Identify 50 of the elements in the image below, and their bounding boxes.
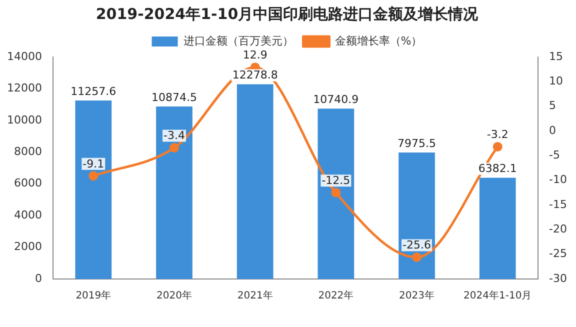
y2-tick-label: 15 — [549, 50, 564, 63]
point — [331, 188, 341, 198]
x-tick-label: 2019年 — [76, 290, 112, 302]
x-tick-label: 2023年 — [399, 290, 434, 302]
y2-tick-label: -15 — [549, 198, 567, 211]
data-label: 10740.9 — [313, 93, 359, 106]
data-label: 12.9 — [242, 48, 268, 62]
data-label: 11257.6 — [70, 84, 116, 98]
point — [170, 143, 180, 153]
y-tick-label: 0 — [34, 272, 42, 285]
x-tick-label: 2022年 — [318, 290, 354, 302]
y-tick-label: 10000 — [6, 113, 42, 126]
y2-tick-label: -30 — [549, 272, 567, 285]
data-label: 12278.8 — [232, 68, 278, 82]
x-tick-label: 2021年 — [237, 290, 273, 302]
y2-tick-label: -25 — [549, 247, 567, 260]
point — [412, 252, 422, 262]
data-label: 10874.5 — [152, 90, 198, 104]
bar — [318, 108, 354, 279]
data-label: -9.1 — [82, 157, 104, 170]
bar — [236, 84, 274, 279]
y-tick-label: 8000 — [14, 145, 42, 158]
y-tick-label: 12000 — [6, 82, 42, 95]
legend-label: 进口金额（百万美元） — [183, 34, 294, 48]
bar — [75, 100, 112, 279]
data-label: -12.5 — [322, 174, 350, 188]
y2-tick-label: 0 — [549, 124, 556, 137]
data-label: -3.2 — [486, 128, 508, 142]
x-tick-label: 2024年1-10月 — [464, 290, 532, 302]
data-label: -3.4 — [164, 129, 185, 142]
data-label: -25.6 — [402, 238, 432, 252]
data-label: 7975.5 — [398, 136, 436, 150]
y2-tick-label: -10 — [549, 173, 567, 186]
y-tick-label: 2000 — [14, 240, 42, 254]
point — [492, 142, 502, 152]
legend-label: 金额增长率（%） — [334, 34, 422, 48]
x-tick-label: 2020年 — [156, 290, 192, 302]
y-tick-label: 6000 — [14, 176, 42, 190]
y2-tick-label: 5 — [549, 99, 556, 112]
bar — [479, 178, 516, 279]
y2-tick-label: 10 — [549, 74, 564, 88]
data-label: 6382.1 — [478, 162, 517, 176]
chart-title: 2019-2024年1-10月中国印刷电路进口金额及增长情况 — [96, 4, 480, 23]
y-tick-label: 14000 — [6, 50, 42, 63]
point — [88, 171, 98, 181]
y-tick-label: 4000 — [14, 208, 42, 222]
y2-tick-label: -20 — [549, 222, 567, 236]
bar — [398, 152, 435, 279]
bar — [156, 106, 192, 279]
y2-tick-label: -5 — [549, 148, 560, 162]
